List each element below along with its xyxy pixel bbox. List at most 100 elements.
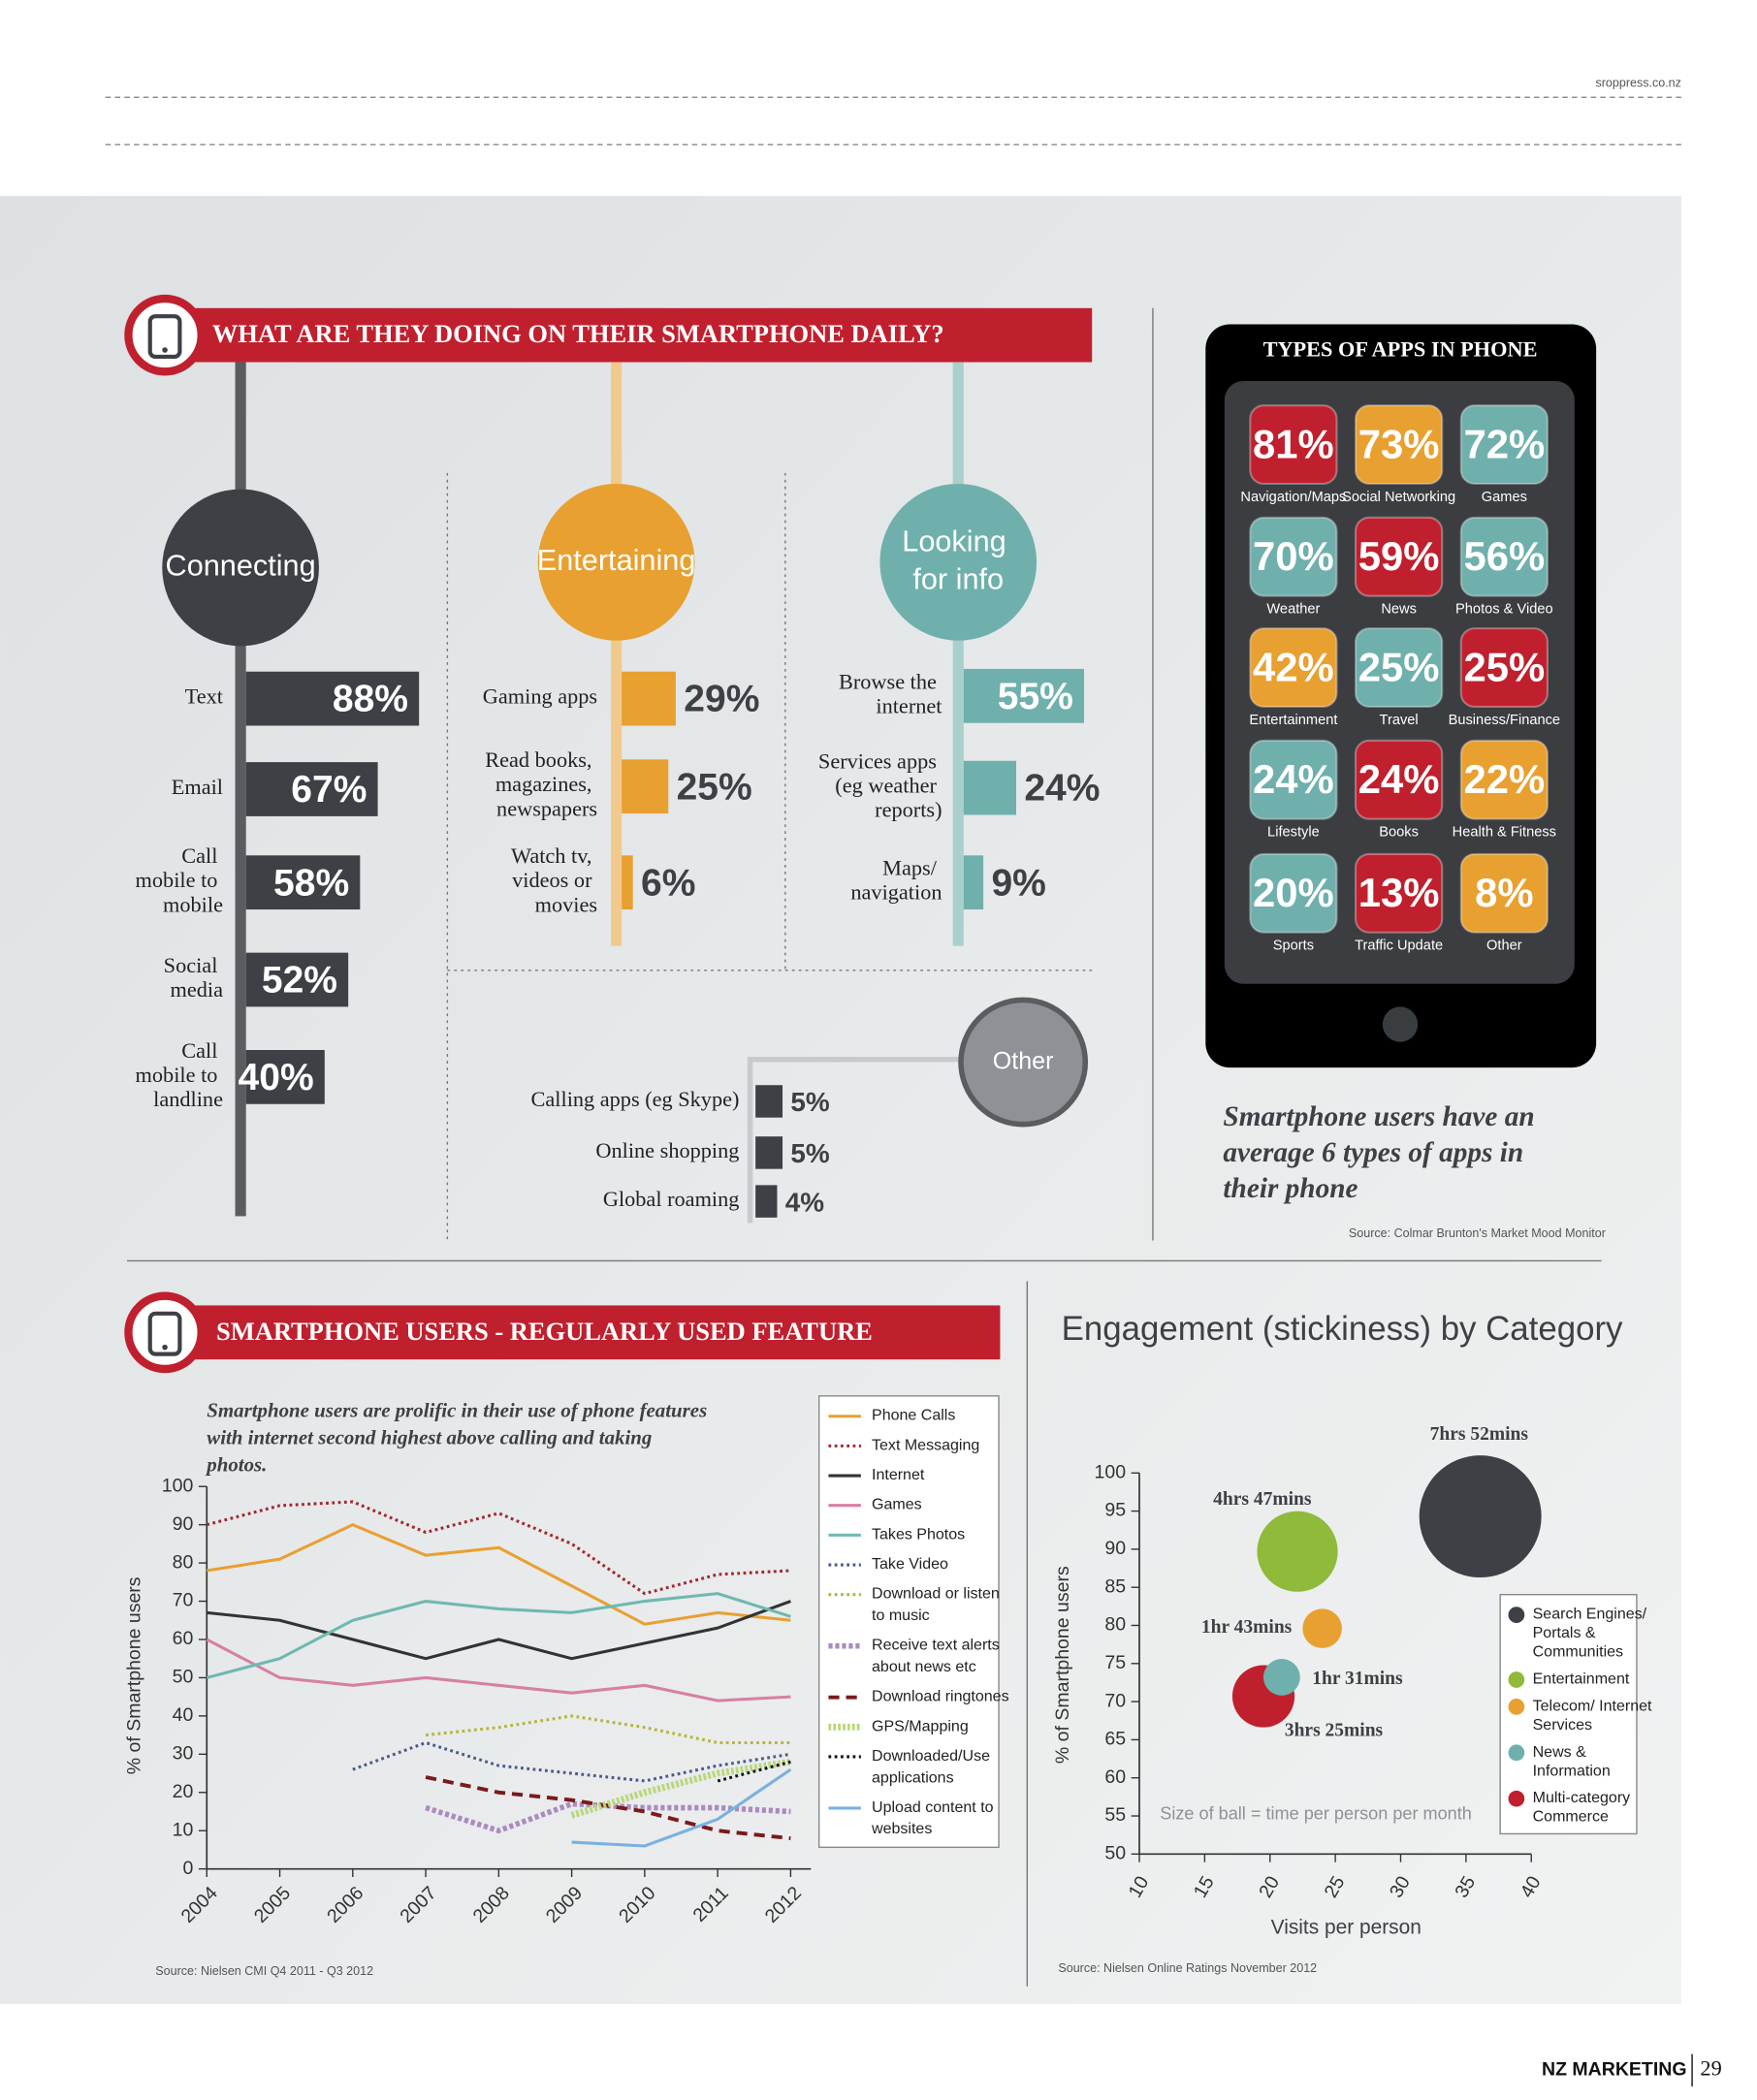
bar [755, 1185, 778, 1218]
section-banner [151, 307, 1093, 363]
y-tick-label: 90 [173, 1513, 194, 1535]
series-line [425, 1714, 791, 1745]
bar-label: Read books, magazines, newspapers [485, 748, 597, 820]
legend: Phone Calls Text Messaging Internet Games Ta… [817, 1395, 1009, 1849]
legend-swatch [1508, 1790, 1525, 1807]
annotation: Size of ball = time per person per month [1160, 1804, 1472, 1824]
legend-label: Download ringtones [872, 1688, 1009, 1705]
tile-value: 22% [1464, 756, 1546, 802]
app-tile [1354, 627, 1444, 709]
tile-value: 25% [1358, 644, 1440, 689]
x-axis-label: Visits per person [1271, 1917, 1422, 1939]
y-tick-label: 60 [1104, 1766, 1126, 1788]
value-label: 25% [677, 766, 752, 808]
legend-label: News & Information [1533, 1743, 1611, 1780]
stem [952, 362, 964, 946]
tile-label: Other [1486, 939, 1522, 954]
value-label: 52% [262, 960, 337, 1002]
value-label: 24% [1024, 768, 1100, 810]
app-tile [1249, 404, 1338, 486]
y-tick-label: 70 [173, 1590, 194, 1611]
bubble-label: 3hrs 25mins [1285, 1720, 1384, 1740]
bar-label: Browse the internet [839, 669, 942, 717]
legend-swatch [1508, 1699, 1525, 1715]
bubble [1257, 1511, 1338, 1592]
y-tick-label: 20 [173, 1781, 194, 1802]
bar-label: Social media [164, 953, 223, 1002]
app-tile [1459, 852, 1549, 934]
tile-label: Navigation/Maps [1240, 490, 1346, 505]
tile-label: Photos & Video [1455, 601, 1553, 617]
series-line [571, 1767, 792, 1848]
bubble-label: 1hr 43mins [1201, 1617, 1293, 1638]
tile-label: Books [1379, 824, 1419, 840]
value-label: 67% [291, 769, 367, 811]
legend-label: Receive text alerts about news etc [872, 1637, 1004, 1675]
tile-label: Business/Finance [1449, 713, 1560, 728]
site-url: sroppress.co.nz [1595, 77, 1680, 90]
legend-swatch [1508, 1607, 1525, 1623]
y-tick-label: 30 [173, 1742, 194, 1764]
y-tick-label: 80 [1104, 1614, 1126, 1636]
y-tick-label: 50 [1104, 1842, 1126, 1863]
bar-label: Calling apps (eg Skype) [531, 1087, 740, 1111]
app-tile [1249, 739, 1338, 820]
bar-label: Call mobile to mobile [136, 843, 224, 916]
bar [622, 855, 633, 910]
legend-label: Internet [872, 1466, 925, 1483]
value-label: 9% [991, 862, 1045, 904]
bubble [1262, 1659, 1300, 1696]
tile-label: Entertainment [1249, 713, 1337, 728]
category-title: Entertaining [537, 544, 696, 577]
category-badge [958, 997, 1089, 1128]
tile-value: 8% [1475, 870, 1533, 915]
tile-value: 56% [1464, 533, 1546, 579]
value-label: 88% [333, 679, 408, 720]
bar-label: Maps/ navigation [850, 856, 942, 905]
tile-label: News [1381, 601, 1417, 617]
bar-label: Online shopping [595, 1138, 739, 1162]
source-note: Source: Nielsen CMI Q4 2011 - Q3 2012 [155, 1964, 373, 1978]
y-tick-label: 70 [1104, 1690, 1126, 1711]
series-line [206, 1638, 791, 1702]
bar [963, 855, 984, 910]
legend-label: Phone Calls [872, 1407, 955, 1424]
bar-label: Email [172, 775, 223, 799]
legend-label: Text Messaging [872, 1437, 979, 1454]
stem [611, 362, 623, 946]
tile-label: Games [1482, 490, 1527, 505]
app-tile [1354, 516, 1444, 597]
tile-label: Travel [1380, 713, 1419, 728]
bubble [1302, 1608, 1342, 1648]
footer-page: 29 [1700, 2055, 1721, 2080]
y-tick-label: 100 [1095, 1461, 1127, 1482]
category-badge [162, 489, 319, 647]
bubble-label: 7hrs 52mins [1430, 1424, 1529, 1445]
app-tile [1459, 627, 1549, 709]
bar-label: Text [185, 684, 224, 709]
section-title: SMARTPHONE USERS - REGULARLY USED FEATUR… [216, 1317, 873, 1346]
bar [622, 671, 676, 726]
chart-subtitle: Smartphone users are prolific in their u… [205, 1398, 712, 1476]
legend-label: Telecom/ Internet Services [1533, 1698, 1656, 1734]
y-axis-label: % of Smartphone users [124, 1576, 145, 1774]
tile-value: 73% [1358, 421, 1440, 466]
phone-icon [124, 1291, 206, 1374]
bar [245, 762, 378, 816]
app-tile [1354, 852, 1444, 934]
tile-label: Health & Fitness [1453, 824, 1556, 840]
y-tick-label: 90 [1104, 1538, 1126, 1559]
legend-label: Download or listen to music [872, 1585, 1004, 1624]
value-label: 29% [684, 679, 759, 720]
legend-label: Takes Photos [872, 1526, 965, 1543]
tile-value: 25% [1464, 644, 1546, 689]
legend: Search Engines/ Portals & Communities Ent… [1499, 1594, 1656, 1835]
legend-swatch [1508, 1744, 1525, 1762]
tile-value: 24% [1253, 756, 1334, 802]
bar [755, 1136, 783, 1169]
legend-label: GPS/Mapping [872, 1718, 969, 1735]
chart-title: Engagement (stickiness) by Category [1062, 1310, 1623, 1348]
legend-box [817, 1395, 1000, 1849]
